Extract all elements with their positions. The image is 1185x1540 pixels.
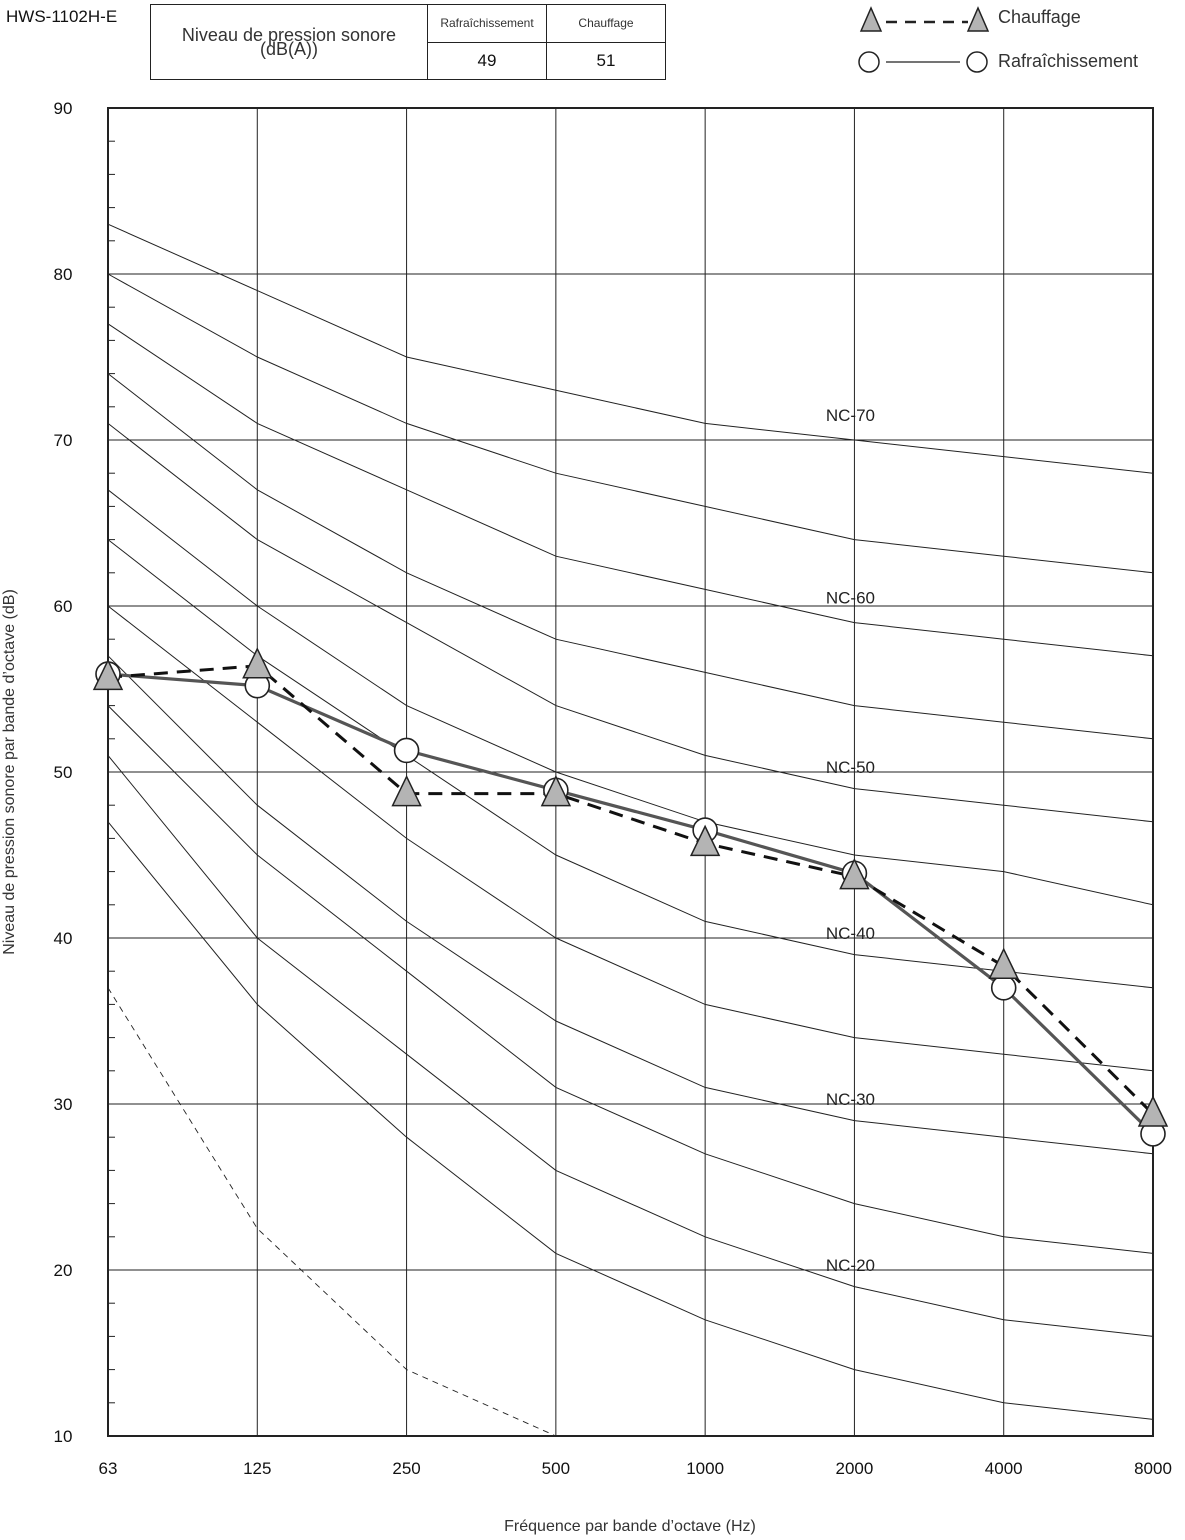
column-heating: Chauffage — [546, 4, 666, 43]
x-axis-label: Fréquence par bande d’octave (Hz) — [504, 1518, 756, 1535]
nc-curve-label: NC-70 — [826, 406, 875, 425]
legend-heating-triangle-left — [859, 6, 883, 32]
point-heating — [242, 647, 273, 679]
nc-curve — [107, 373, 1154, 740]
column-cooling: Rafraîchissement — [427, 4, 547, 43]
point-cooling — [393, 737, 420, 764]
legend-symbols — [858, 6, 990, 73]
nc-curve — [107, 821, 1154, 1420]
y-tick-label: 60 — [54, 597, 73, 616]
nc-curve-label: NC-60 — [826, 589, 875, 608]
y-tick-label: 20 — [54, 1261, 73, 1280]
nc-curve — [107, 655, 1154, 1155]
nc-curve — [107, 273, 1154, 574]
point-heating — [988, 947, 1019, 979]
point-heating — [839, 857, 870, 890]
nc-curve — [107, 489, 1154, 906]
legend-heating-triangle-right — [966, 6, 990, 32]
legend-cooling-circle-left — [858, 51, 880, 73]
sound-level-table: Niveau de pression sonore (dB(A)) Rafraî… — [150, 4, 666, 80]
value-heating: 51 — [546, 41, 666, 80]
x-tick-label: 1000 — [686, 1459, 724, 1478]
x-tick-label: 500 — [542, 1459, 570, 1478]
point-heating — [92, 658, 124, 691]
point-heating — [1137, 1095, 1169, 1127]
point-heating — [689, 824, 721, 857]
sound-level-header-text: Niveau de pression sonore (dB(A)) — [181, 25, 397, 59]
nc-curve-label: NC-50 — [826, 758, 875, 777]
nc-curve — [107, 539, 1154, 989]
x-tick-label: 250 — [392, 1459, 420, 1478]
nc-curve — [107, 323, 1154, 657]
y-tick-label: 30 — [54, 1095, 73, 1114]
point-heating — [391, 774, 422, 807]
nc-curve-label: NC-40 — [826, 924, 875, 943]
y-tick-label: 50 — [54, 763, 73, 782]
nc-curve-label: NC-30 — [826, 1090, 875, 1109]
x-tick-label: 4000 — [985, 1459, 1023, 1478]
point-cooling — [990, 974, 1017, 1001]
value-cooling: 49 — [427, 41, 547, 80]
x-tick-label: 125 — [243, 1459, 271, 1478]
nc-curve — [107, 605, 1154, 1072]
legend-cooling-circle-right — [966, 51, 988, 73]
legend-heating-label: Chauffage — [998, 7, 1081, 27]
sound-level-header: Niveau de pression sonore (dB(A)) — [150, 4, 428, 80]
nc-curve — [107, 223, 1154, 474]
model-name: HWS-1102H-E — [6, 7, 118, 26]
y-axis-label: Niveau de pression sonore par bande d’oc… — [1, 589, 18, 955]
plot-frame — [107, 107, 1154, 1437]
nc-curve-label: NC-20 — [826, 1256, 875, 1275]
y-tick-label: 40 — [54, 929, 73, 948]
y-tick-label: 10 — [54, 1427, 73, 1446]
y-tick-label: 90 — [54, 99, 73, 118]
nc-curve — [107, 705, 1154, 1254]
nc-curve — [107, 423, 1154, 823]
series-line-cooling — [107, 672, 1155, 1136]
x-tick-label: 2000 — [836, 1459, 874, 1478]
x-tick-label: 8000 — [1134, 1459, 1172, 1478]
x-tick-label: 63 — [99, 1459, 118, 1478]
point-heating — [540, 774, 572, 807]
legend-cooling-label: Rafraîchissement — [998, 51, 1139, 71]
y-tick-label: 80 — [54, 265, 73, 284]
threshold-curve — [107, 987, 557, 1437]
nc-curve — [107, 755, 1154, 1337]
y-tick-label: 70 — [54, 431, 73, 450]
legend: Chauffage Rafraîchissement — [846, 0, 1176, 80]
series-line-heating — [107, 664, 1155, 1116]
